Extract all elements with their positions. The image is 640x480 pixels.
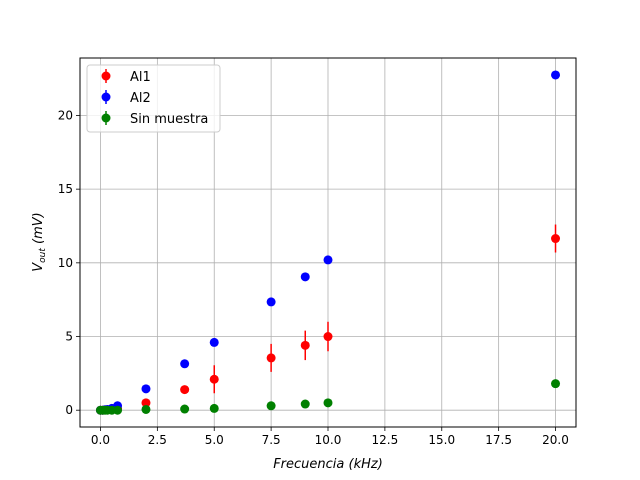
plot-frame bbox=[79, 57, 577, 428]
legend-label: Al2 bbox=[130, 91, 151, 106]
y-tick-label: 10 bbox=[58, 256, 73, 270]
data-point bbox=[551, 70, 561, 80]
y-tick-label: 5 bbox=[65, 330, 73, 344]
x-axis-label: Frecuencia (kHz) bbox=[273, 457, 383, 472]
y-axis-label: Vout (mV) bbox=[31, 212, 48, 272]
legend-item: Sin muestra bbox=[101, 111, 208, 127]
data-point bbox=[266, 297, 276, 307]
legend-marker bbox=[101, 71, 111, 81]
x-tick-label: 0.0 bbox=[91, 433, 110, 447]
y-tick-label: 15 bbox=[58, 182, 73, 196]
x-tick-label: 20.0 bbox=[542, 433, 569, 447]
x-tick-label: 5.0 bbox=[205, 433, 224, 447]
legend-box bbox=[86, 64, 221, 133]
data-point bbox=[113, 405, 123, 415]
data-point bbox=[209, 374, 219, 384]
legend-item: Al1 bbox=[101, 69, 151, 85]
data-point bbox=[209, 403, 219, 413]
data-point bbox=[323, 398, 333, 408]
data-point bbox=[323, 255, 333, 265]
data-point bbox=[180, 385, 190, 395]
legend-label: Sin muestra bbox=[130, 112, 208, 127]
x-tick-label: 17.5 bbox=[485, 433, 512, 447]
x-tick-label: 15.0 bbox=[428, 433, 455, 447]
data-point bbox=[551, 234, 561, 244]
data-point bbox=[180, 359, 190, 369]
data-point bbox=[300, 399, 310, 409]
data-point bbox=[141, 398, 151, 408]
series-layer bbox=[95, 70, 561, 415]
y-axis-label-sub: out bbox=[38, 248, 48, 263]
y-axis-label-unit: (mV) bbox=[31, 212, 46, 248]
legend: Al1 Al2 Sin muestra bbox=[86, 64, 221, 133]
legend-item: Al2 bbox=[101, 90, 151, 106]
series-2 bbox=[95, 379, 561, 415]
data-point bbox=[266, 401, 276, 411]
legend-marker bbox=[101, 92, 111, 102]
data-point bbox=[300, 340, 310, 350]
data-point bbox=[266, 353, 276, 363]
legend-marker bbox=[101, 113, 111, 123]
data-point bbox=[141, 384, 151, 394]
x-tick-label: 2.5 bbox=[148, 433, 167, 447]
y-tick-label: 20 bbox=[58, 108, 73, 122]
data-point bbox=[323, 332, 333, 342]
legend-label: Al1 bbox=[130, 70, 151, 85]
x-tick-label: 10.0 bbox=[315, 433, 342, 447]
data-point bbox=[551, 379, 561, 389]
y-tick-label: 0 bbox=[65, 403, 73, 417]
y-axis-label-main: V bbox=[31, 262, 46, 272]
data-point bbox=[141, 404, 151, 414]
data-point bbox=[300, 272, 310, 282]
x-tick-label: 12.5 bbox=[372, 433, 399, 447]
data-point bbox=[180, 404, 190, 414]
ticks: 0.0 2.5 5.0 7.5 10.0 12.5 15.0 17.5 20.0 0 5 10 15 20 bbox=[58, 108, 569, 447]
data-point bbox=[209, 337, 219, 347]
x-tick-label: 7.5 bbox=[262, 433, 281, 447]
